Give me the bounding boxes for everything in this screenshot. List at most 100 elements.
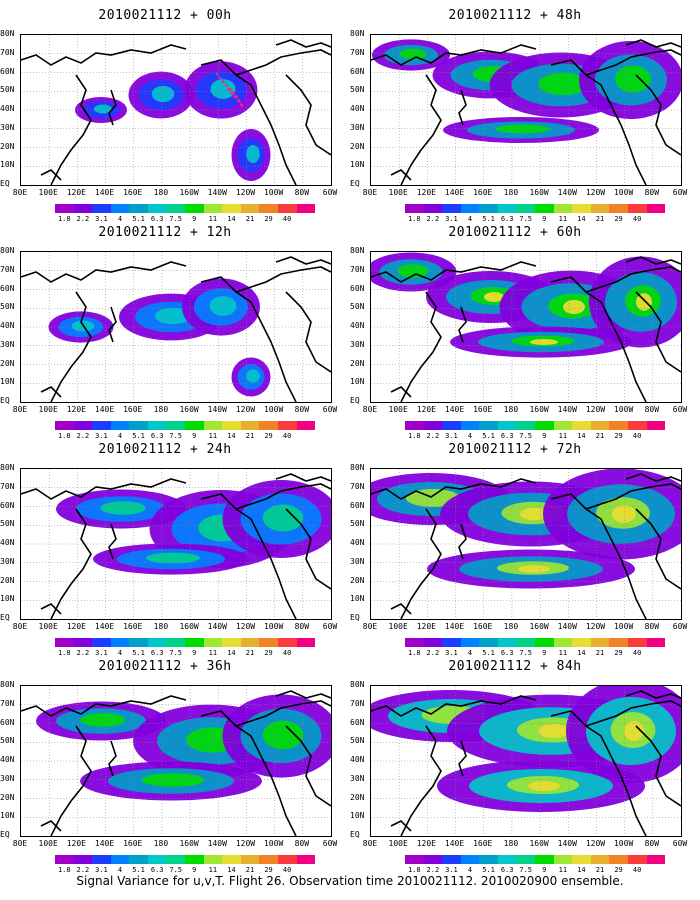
latitude-label: 20N xyxy=(350,792,365,802)
latitude-label: 10N xyxy=(0,811,15,821)
map-area xyxy=(370,685,682,837)
colorbar xyxy=(55,638,316,647)
longitude-label: 120W xyxy=(235,188,256,197)
colorbar-label: 4 xyxy=(467,432,473,440)
colorbar-label: 7.5 xyxy=(519,866,533,874)
colorbar-label: 21 xyxy=(595,649,605,657)
longitude-label: 140W xyxy=(207,188,227,197)
colorbar-swatch xyxy=(203,855,223,864)
colorbar-swatch xyxy=(479,421,498,430)
longitude-label: 60W xyxy=(322,188,338,197)
coastline xyxy=(635,725,681,807)
colorbar-label: 9 xyxy=(192,866,197,874)
longitude-label: 140E xyxy=(444,622,465,631)
longitude-label: 80W xyxy=(644,405,660,414)
latitude-label: 50N xyxy=(350,736,365,746)
latitude-label: 30N xyxy=(350,556,365,566)
colorbar-label: 1.8 xyxy=(57,432,71,440)
longitude-label: 80W xyxy=(644,622,660,631)
longitude-label: 100E xyxy=(38,839,58,848)
colorbar-swatch xyxy=(55,204,74,213)
colorbar-swatch xyxy=(203,421,223,430)
colorbar-swatch xyxy=(572,855,591,864)
variance-contour xyxy=(496,124,550,134)
colorbar xyxy=(405,204,666,213)
longitude-label: 80E xyxy=(362,839,378,848)
panel-title: 2010021112 + 60h xyxy=(448,225,582,240)
colorbar xyxy=(405,638,666,647)
colorbar-label: 11 xyxy=(558,649,568,657)
colorbar-label: 6.3 xyxy=(500,649,514,657)
latitude-label: 40N xyxy=(0,321,15,330)
longitude-label: 120W xyxy=(235,839,256,848)
colorbar-swatch xyxy=(405,855,424,864)
latitude-label: 30N xyxy=(350,339,365,349)
longitude-label: 160E xyxy=(473,188,493,197)
colorbar-label: 9 xyxy=(542,649,547,657)
map-svg xyxy=(371,252,681,402)
colorbar-swatch xyxy=(590,638,610,647)
colorbar-swatch xyxy=(55,421,74,430)
colorbar-label: 4 xyxy=(467,215,473,223)
longitude-label: 160W xyxy=(179,188,199,197)
panel-title: 2010021112 + 48h xyxy=(448,8,582,23)
longitude-label: 160E xyxy=(473,839,493,848)
latitude-label: 80N xyxy=(0,680,15,689)
latitude-label: 80N xyxy=(350,29,365,38)
figure-caption: Signal Variance for u,v,T. Flight 26. Ob… xyxy=(76,874,624,888)
colorbar-swatch xyxy=(240,421,260,430)
coastline xyxy=(458,740,467,777)
coastline xyxy=(235,483,331,510)
latitude-label: 10N xyxy=(0,594,15,604)
latitude-label: 40N xyxy=(0,755,15,764)
coastline xyxy=(40,386,62,398)
colorbar-label: 40 xyxy=(282,649,292,657)
latitude-label: 70N xyxy=(0,264,15,274)
colorbar-label: 2.2 xyxy=(76,215,90,223)
longitude-label: 120W xyxy=(585,839,606,848)
longitude-label: 180 xyxy=(503,622,519,631)
coastline xyxy=(275,690,331,699)
colorbar-label: 7.5 xyxy=(519,215,533,223)
colorbar-label: 5.1 xyxy=(132,649,145,657)
latitude-label: 60N xyxy=(0,283,15,293)
coastline xyxy=(635,291,681,373)
panel-title: 2010021112 + 72h xyxy=(448,442,582,457)
colorbar-labels: 1.8 2.2 3.1 4 5.1 6.3 7.5 9 11 14 21 29 40 xyxy=(405,215,665,225)
colorbar-label: 11 xyxy=(208,649,218,657)
coastline xyxy=(371,478,537,500)
colorbar-swatch xyxy=(240,855,260,864)
colorbar-label: 7.5 xyxy=(519,432,533,440)
colorbar-label: 2.2 xyxy=(426,432,440,440)
map-area xyxy=(20,251,332,403)
longitude-label: 140W xyxy=(557,839,577,848)
latitude-label: 40N xyxy=(0,538,15,547)
colorbar-swatch xyxy=(92,638,111,647)
colorbar-label: 6.3 xyxy=(150,215,164,223)
map-area xyxy=(370,468,682,620)
coastline xyxy=(390,386,412,398)
colorbar-label: 29 xyxy=(614,215,623,223)
coastline xyxy=(50,74,92,185)
latitude-label: 30N xyxy=(350,122,365,132)
longitude-label: 160E xyxy=(123,622,143,631)
longitude-label: 120W xyxy=(585,405,606,414)
colorbar-label: 4 xyxy=(117,215,123,223)
colorbar-swatch xyxy=(572,204,591,213)
colorbar-swatch xyxy=(609,855,628,864)
colorbar-label: 1.8 xyxy=(407,432,421,440)
colorbar-swatch xyxy=(259,421,278,430)
longitude-label: 160W xyxy=(179,839,199,848)
latitude-label: 30N xyxy=(350,773,365,783)
colorbar-swatch xyxy=(222,638,241,647)
colorbar-swatch xyxy=(222,204,241,213)
longitude-label: 140W xyxy=(557,622,577,631)
colorbar-label: 1.8 xyxy=(57,866,71,874)
colorbar-swatch xyxy=(646,421,666,430)
latitude-label: 80N xyxy=(0,246,15,255)
map-area xyxy=(370,251,682,403)
coastline xyxy=(585,700,681,727)
colorbar-swatch xyxy=(110,421,130,430)
latitude-label: 50N xyxy=(350,302,365,312)
colorbar-label: 2.2 xyxy=(426,649,440,657)
